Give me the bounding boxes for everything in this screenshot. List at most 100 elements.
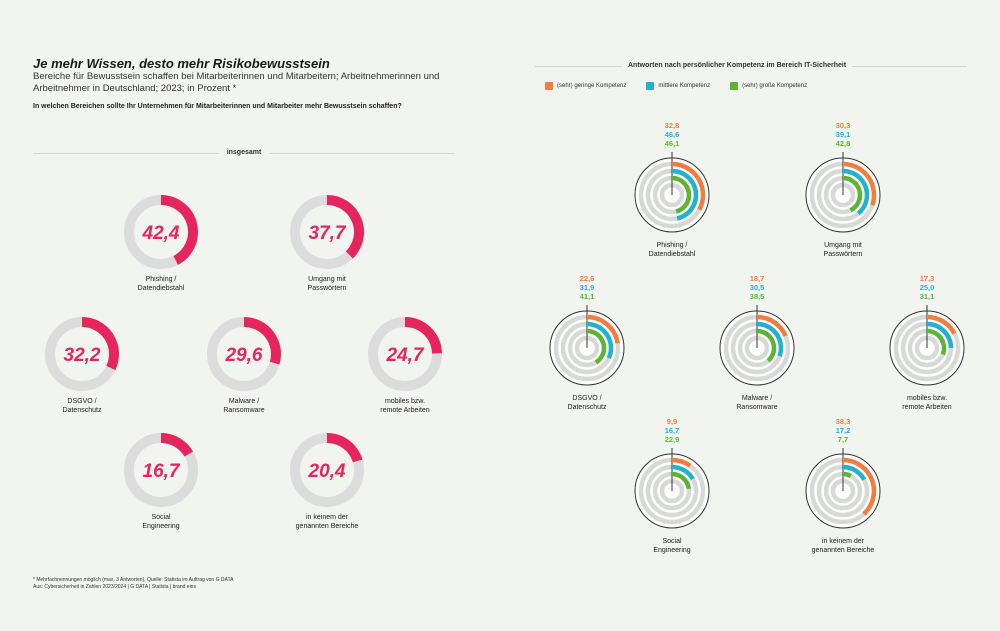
legend-item-low: (sehr) geringe Kompetenz [545,82,626,90]
donut-chart-5: 24,7 [368,317,442,391]
right-section-label: Antworten nach persönlicher Kompetenz im… [622,62,853,69]
radial-category-label-7-line-1: in keinem der [822,538,865,545]
donut-value-label: 24,7 [386,345,425,366]
legend-swatch-mid [646,82,655,90]
radial-arc-series-1 [671,457,692,468]
radial-value-label-series-2: 16,7 [665,426,680,435]
radial-arc-series-3 [842,175,863,213]
donut-value-label: 20,4 [308,461,346,482]
legend: (sehr) geringe Kompetenz mittlere Kompet… [545,82,807,90]
donut-arc [243,317,281,365]
radial-category-label-6-line-2: Engineering [653,547,690,554]
donut-chart-3: 32,2 [45,317,119,391]
radial-arc-series-2 [586,321,614,360]
radial-arc-series-3 [926,328,947,356]
donut-category-label-3-line-2: Datenschutz [63,407,102,414]
page-subtitle: Bereiche für Bewusstsein schaffen bei Mi… [33,71,440,94]
left-section-label: insgesamt [218,149,270,156]
donut-value-label: 42,4 [142,223,180,244]
donut-chart-1: 42,4 [124,195,198,269]
radial-chart-7: 38,317,27,7 [805,417,881,529]
donut-arc [160,433,194,457]
donut-chart-2: 37,7 [290,195,364,269]
radial-category-label-3-line-1: DSGVO / [572,395,601,402]
radial-chart-2: 30,339,142,8 [805,121,881,233]
radial-value-label-series-1: 18,7 [750,274,765,283]
radial-value-label-series-3: 38,5 [750,292,765,301]
legend-swatch-low [545,82,553,90]
radial-chart-6: 9,916,722,9 [634,417,710,529]
radial-value-label-series-3: 31,1 [920,292,935,301]
donut-category-label-4-line-2: Ransomware [223,407,264,414]
radial-arc-series-1 [926,314,957,335]
radial-value-label-series-1: 30,3 [836,121,851,130]
radial-arc-series-1 [671,161,706,211]
radial-category-label-2-line-2: Passwörtern [824,251,863,258]
legend-label-high: (sehr) große Kompetenz [742,83,808,89]
donut-value-label: 16,7 [143,461,181,482]
donut-chart-7: 20,4 [290,433,364,507]
radial-category-label-4-line-2: Ransomware [736,404,777,411]
radial-arc-series-1 [586,314,620,344]
donut-category-label-6-line-2: Engineering [142,523,179,530]
radial-arc-series-3 [586,328,607,365]
page-title: Je mehr Wissen, desto mehr Risikobewusst… [33,56,330,71]
radial-value-label-series-3: 46,1 [665,139,680,148]
radial-arc-series-1 [842,161,877,206]
legend-item-mid: mittlere Kompetenz [646,82,710,90]
radial-value-label-series-1: 38,3 [836,417,851,426]
legend-label-mid: mittlere Kompetenz [658,83,711,89]
radial-value-label-series-1: 22,6 [580,274,595,283]
footnote: * Mehrfachnennungen möglich (max. 3 Antw… [33,577,233,591]
donut-category-label-4-line-1: Malware / [229,398,259,405]
radial-value-label-series-3: 41,1 [580,292,595,301]
radial-value-label-series-2: 31,9 [580,283,595,292]
radial-arc-series-3 [671,471,692,490]
donut-arc [81,317,119,371]
donut-category-label-2-line-1: Umgang mit [308,276,346,283]
donut-chart-6: 16,7 [124,433,198,507]
radial-arc-series-1 [756,314,788,338]
legend-item-high: (sehr) große Kompetenz [730,82,807,90]
donut-arc [326,433,363,463]
donut-arc [404,317,442,354]
donut-category-label-1-line-1: Phishing / [146,276,177,283]
radial-arc-series-2 [756,321,784,357]
radial-category-label-5-line-2: remote Arbeiten [902,404,952,411]
radial-value-label-series-3: 42,8 [836,139,851,148]
radial-category-label-1-line-1: Phishing / [657,242,688,249]
radial-category-label-5-line-1: mobiles bzw. [907,395,947,402]
donut-category-label-5-line-1: mobiles bzw. [385,398,425,405]
radial-arc-series-1 [842,457,877,516]
donut-value-label: 32,2 [64,345,101,366]
radial-arc-series-2 [671,464,695,481]
radial-category-label-4-line-1: Malware / [742,395,772,402]
radial-chart-4: 18,730,538,5 [719,274,795,386]
radial-category-label-1-line-2: Datendiebstahl [649,251,696,258]
radial-value-label-series-2: 17,2 [836,426,851,435]
radial-arc-series-2 [842,464,867,481]
radial-arc-series-2 [926,321,954,349]
radial-category-label-2-line-1: Umgang mit [824,242,862,249]
donut-arc [326,195,364,259]
radial-chart-1: 32,846,646,1 [634,121,710,233]
radial-value-label-series-1: 32,8 [665,121,680,130]
donut-arc [160,195,198,265]
donut-value-label: 37,7 [309,223,347,244]
radial-value-label-series-2: 30,5 [750,283,765,292]
donut-value-label: 29,6 [225,345,263,366]
radial-arc-series-2 [671,168,699,221]
legend-label-low: (sehr) geringe Kompetenz [557,83,627,89]
radial-arc-series-3 [842,471,852,478]
donut-category-label-7-line-2: genannten Bereiche [296,523,359,530]
radial-value-label-series-2: 39,1 [836,130,851,139]
radial-chart-5: 17,325,031,1 [889,274,965,386]
radial-value-label-series-1: 17,3 [920,274,935,283]
radial-chart-3: 22,631,941,1 [549,274,625,386]
radial-category-label-3-line-2: Datenschutz [568,404,607,411]
donut-category-label-7-line-1: in keinem der [306,514,349,521]
radial-value-label-series-1: 9,9 [667,417,677,426]
legend-swatch-high [730,82,739,90]
donut-category-label-6-line-1: Social [151,514,171,521]
